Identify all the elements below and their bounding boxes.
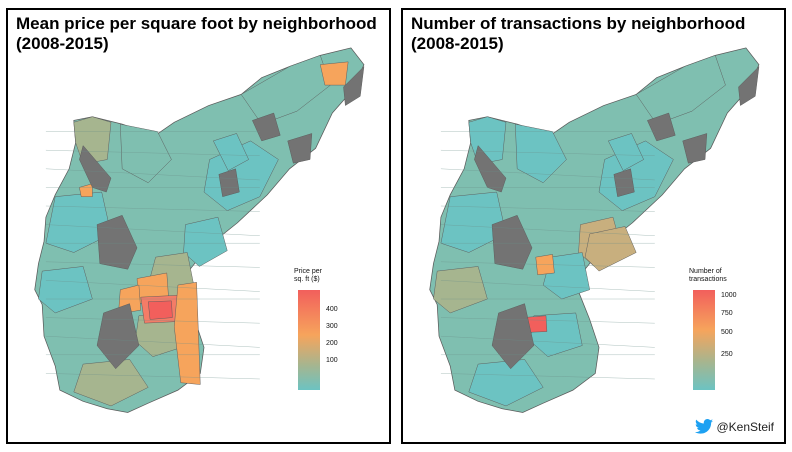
twitter-bird-icon (695, 419, 714, 434)
neighborhood-polygon (607, 133, 644, 171)
neighborhood-polygon (319, 61, 349, 86)
neighborhood-boundary (440, 261, 655, 268)
transactions-legend: Number of transactions 1000 750 500 250 (689, 268, 737, 390)
neighborhood-polygon (79, 145, 112, 193)
neighborhood-polygon (491, 303, 535, 370)
price-legend-title: Price per sq. ft ($) (294, 268, 323, 283)
neighborhood-polygon (647, 112, 676, 142)
neighborhood-boundary (440, 150, 655, 156)
neighborhood-polygon (738, 65, 760, 106)
neighborhood-boundary (440, 168, 655, 181)
neighborhood-polygon (584, 226, 637, 272)
neighborhood-polygon (212, 133, 249, 171)
twitter-handle: @KenSteif (716, 419, 774, 434)
neighborhood-polygon (147, 300, 173, 320)
neighborhood-polygon (218, 168, 240, 197)
neighborhood-polygon (120, 123, 172, 184)
neighborhood-boundary (45, 224, 260, 236)
transactions-legend-tick: 250 (721, 351, 733, 358)
neighborhood-polygon (474, 145, 507, 193)
author-credit[interactable]: @KenSteif (695, 419, 774, 434)
neighborhood-polygon (682, 133, 708, 164)
neighborhood-boundary (45, 261, 260, 268)
neighborhood-boundary (45, 168, 260, 181)
neighborhood-polygon (96, 303, 140, 370)
neighborhood-polygon (287, 133, 313, 164)
neighborhood-boundary (440, 317, 655, 324)
neighborhood-boundary (45, 150, 260, 156)
transactions-legend-tick: 750 (721, 310, 733, 317)
neighborhood-polygon (515, 123, 567, 184)
neighborhood-polygon (174, 281, 201, 385)
transactions-legend-colorbar (693, 290, 715, 390)
transactions-map-title: Number of transactions by neighborhood (… (411, 14, 746, 53)
price-legend-tick: 200 (326, 340, 338, 347)
neighborhood-boundary (45, 317, 260, 324)
transactions-legend-tick: 1000 (721, 292, 737, 299)
neighborhood-polygon (542, 252, 590, 300)
neighborhood-polygon (79, 183, 93, 197)
neighborhood-polygon (433, 266, 488, 314)
neighborhood-boundary (45, 205, 260, 212)
price-map-title: Mean price per square foot by neighborho… (16, 14, 377, 53)
transactions-legend-tick: 500 (721, 329, 733, 336)
neighborhood-polygon (38, 266, 93, 314)
price-legend-tick: 300 (326, 323, 338, 330)
neighborhood-boundary (45, 336, 260, 348)
transactions-choropleth-map (429, 47, 760, 413)
neighborhood-boundary (440, 205, 655, 212)
neighborhood-boundary (440, 280, 655, 292)
neighborhood-polygon (252, 112, 281, 142)
neighborhood-boundary (45, 373, 260, 380)
neighborhood-boundary (440, 373, 655, 380)
transactions-map-panel: Number of transactions by neighborhood (… (401, 8, 786, 444)
price-legend: Price per sq. ft ($) 400 300 200 100 (294, 268, 338, 390)
transactions-legend-title: Number of transactions (689, 268, 727, 283)
price-legend-tick: 400 (326, 306, 338, 313)
price-legend-tick: 100 (326, 357, 338, 364)
price-choropleth-map (34, 47, 365, 413)
neighborhood-polygon (343, 65, 365, 106)
price-map-panel: Mean price per square foot by neighborho… (6, 8, 391, 444)
neighborhood-boundary (440, 336, 655, 348)
neighborhood-polygon (613, 168, 635, 197)
neighborhood-boundary (45, 280, 260, 292)
neighborhood-boundary (440, 224, 655, 236)
neighborhood-polygon (183, 216, 228, 267)
price-legend-colorbar (298, 290, 320, 390)
